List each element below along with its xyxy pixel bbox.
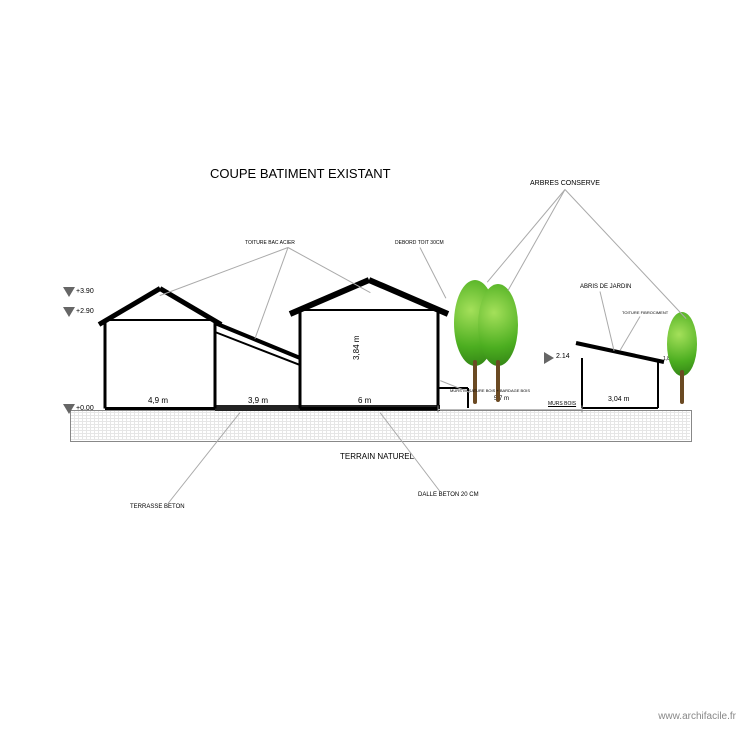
tree-trunk xyxy=(473,360,477,404)
c-debord: DEBORD TOIT 30CM xyxy=(395,240,444,246)
shed-roof xyxy=(576,341,665,364)
bldgA-wall-left xyxy=(104,320,107,408)
c-abris: ABRIS DE JARDIN xyxy=(580,284,631,290)
c-mursbois: MURS BOIS xyxy=(548,401,576,407)
c-fibro-leader xyxy=(620,316,641,350)
c-arbres-leader xyxy=(565,189,687,319)
bldgB-width-dim: 6 m xyxy=(358,396,371,405)
c-debord-leader xyxy=(420,247,447,298)
c-fibro: TOITURE FIBROCIMENT xyxy=(622,310,668,315)
bldgB-height-dim: 3,84 m xyxy=(352,336,361,360)
elevation-label: +2.90 xyxy=(76,308,94,315)
c-abris-leader xyxy=(600,291,615,350)
bldgA-floor xyxy=(105,407,215,410)
link-ceiling xyxy=(215,331,301,366)
elevation-arrow-icon xyxy=(63,287,75,297)
bldgA-ceiling xyxy=(105,319,215,321)
c-arbres-leader xyxy=(487,189,566,283)
tree-foliage xyxy=(478,284,518,366)
drawing-canvas: COUPE BATIMENT EXISTANT +3.90 +2.90 +0.00 4,… xyxy=(0,0,750,750)
shed-wall-right xyxy=(657,362,659,408)
c-arbres-leader xyxy=(508,189,566,290)
tree-trunk xyxy=(680,370,684,404)
elevation-arrow-icon xyxy=(63,307,75,317)
c-title-toiture-leader xyxy=(160,247,288,296)
elevation-arrow-icon xyxy=(63,404,75,414)
shed-width-dim: 3,04 m xyxy=(608,396,629,403)
title: COUPE BATIMENT EXISTANT xyxy=(210,166,391,181)
shed-floor xyxy=(582,407,658,409)
bldgB-ceiling xyxy=(300,309,438,311)
height-214-label: 2.14 xyxy=(556,353,570,360)
c-title-toiture-leader xyxy=(288,247,370,293)
link-width-dim: 3,9 m xyxy=(248,396,268,405)
tree-foliage xyxy=(667,312,697,376)
height-arrow-icon xyxy=(544,352,554,364)
shed-wall-left xyxy=(581,358,583,408)
c-terrain: TERRAIN NATUREL xyxy=(340,452,414,461)
elevation-label: +0.00 xyxy=(76,405,94,412)
c-terrasse: TERRASSE BETON xyxy=(130,504,185,510)
elevation-label: +3.90 xyxy=(76,288,94,295)
c-title-toiture-leader xyxy=(255,247,289,338)
c-arbres: ARBRES CONSERVE xyxy=(530,180,600,187)
bldgB-wall-right xyxy=(437,310,440,408)
bldgB-floor xyxy=(300,407,438,410)
c-dalle: DALLE BETON 20 CM xyxy=(418,492,479,498)
tree-trunk xyxy=(496,360,500,402)
bldgA-width-dim: 4,9 m xyxy=(148,396,168,405)
link-wall-right xyxy=(299,358,301,408)
c-title-toiture: TOITURE BAC ACIER xyxy=(245,240,295,246)
source-url: www.archifacile.fr xyxy=(658,711,736,722)
